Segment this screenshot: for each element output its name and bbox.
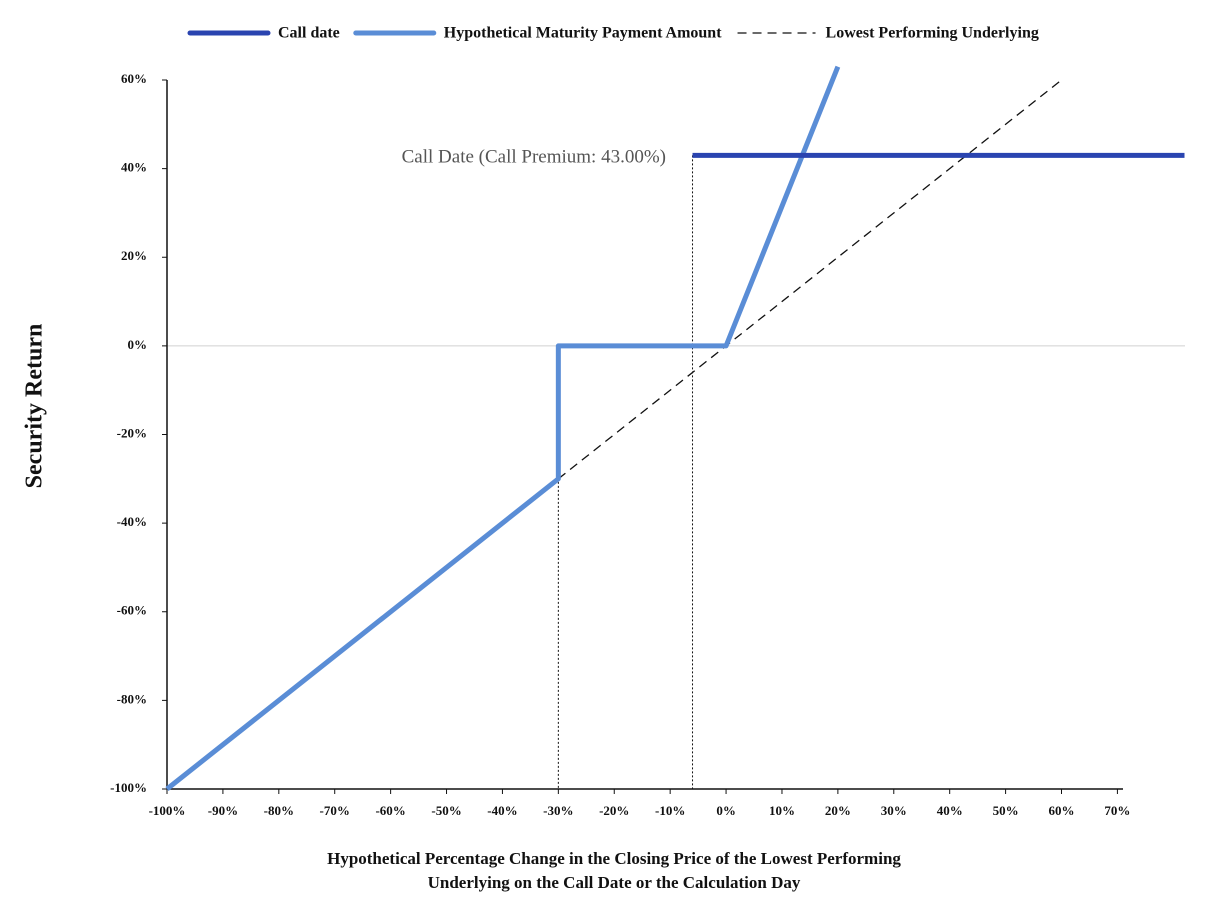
x-tick-label: 30%	[881, 803, 907, 818]
x-tick-label: 0%	[716, 803, 736, 818]
y-tick-label: 20%	[121, 248, 147, 263]
x-tick-label: -70%	[320, 803, 350, 818]
x-tick-label: 10%	[769, 803, 795, 818]
x-tick-label: 50%	[993, 803, 1019, 818]
y-tick-label: -40%	[117, 514, 147, 529]
y-tick-label: -60%	[117, 603, 147, 618]
y-tick-label: 60%	[121, 71, 147, 86]
legend-label: Hypothetical Maturity Payment Amount	[444, 25, 722, 42]
x-tick-label: -60%	[375, 803, 405, 818]
x-tick-label: -100%	[149, 803, 186, 818]
legend-label: Call date	[278, 25, 340, 42]
x-tick-label: -10%	[655, 803, 685, 818]
series-line	[165, 65, 841, 791]
x-tick-label: -40%	[487, 803, 517, 818]
y-tick-label: -20%	[117, 425, 147, 440]
y-axis-title: Security Return	[22, 324, 48, 489]
series-line	[557, 79, 1062, 480]
x-tick-label: 70%	[1104, 803, 1130, 818]
x-axis-title: Hypothetical Percentage Change in the Cl…	[327, 849, 901, 868]
y-tick-label: 40%	[121, 160, 147, 175]
x-tick-label: 40%	[937, 803, 963, 818]
x-tick-label: -30%	[543, 803, 573, 818]
x-tick-label: 60%	[1049, 803, 1075, 818]
x-tick-label: -20%	[599, 803, 629, 818]
y-tick-label: -100%	[110, 780, 147, 795]
x-tick-label: 20%	[825, 803, 851, 818]
legend-label: Lowest Performing Underlying	[826, 25, 1039, 42]
annotation: Call Date (Call Premium: 43.00%)	[402, 146, 666, 167]
x-tick-label: -90%	[208, 803, 238, 818]
y-tick-label: 0%	[128, 337, 148, 352]
x-axis-title: Underlying on the Call Date or the Calcu…	[428, 873, 801, 892]
x-tick-label: -50%	[431, 803, 461, 818]
x-tick-label: -80%	[264, 803, 294, 818]
legend: Call date Hypothetical Maturity Payment A…	[187, 25, 1039, 42]
y-tick-label: -80%	[117, 691, 147, 706]
